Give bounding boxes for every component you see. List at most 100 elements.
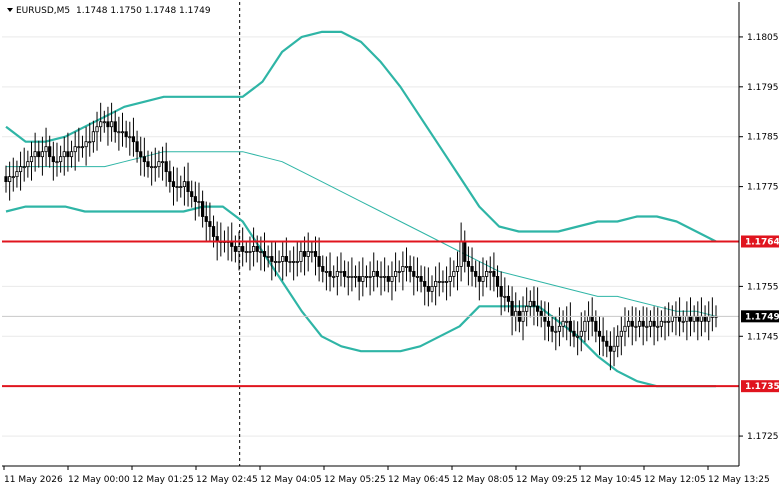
candle-body xyxy=(605,340,609,347)
x-tick-label[interactable]: 12 May 02:45 xyxy=(196,475,258,485)
candle-body xyxy=(597,330,602,337)
y-tick-label[interactable]: 1.1795 xyxy=(747,83,779,93)
candle-body xyxy=(310,251,314,253)
candle-body xyxy=(4,176,8,183)
candle-body xyxy=(623,325,627,332)
candle-body xyxy=(142,156,146,163)
candle-body xyxy=(99,121,103,128)
candle-body xyxy=(153,166,157,169)
candle-body xyxy=(630,320,634,327)
candle-body xyxy=(193,196,197,202)
candle-body xyxy=(543,315,547,322)
x-tick-label[interactable]: 12 May 00:00 xyxy=(68,475,130,485)
candle-body xyxy=(302,251,307,257)
x-tick-label[interactable]: 12 May 09:25 xyxy=(516,475,578,485)
candle-body xyxy=(266,256,270,258)
candle-body xyxy=(441,280,445,283)
candle-body xyxy=(277,261,281,263)
candle-body xyxy=(688,315,693,322)
x-tick-label[interactable]: 12 May 12:05 xyxy=(644,475,706,485)
candle-body xyxy=(321,266,325,272)
candle-body xyxy=(503,295,507,298)
candle-body xyxy=(175,186,179,189)
candle-body xyxy=(572,330,576,337)
candle-body xyxy=(66,151,70,158)
candle-body xyxy=(510,300,514,317)
candle-body xyxy=(44,146,48,153)
candle-body xyxy=(346,276,350,278)
candle-body xyxy=(171,181,176,188)
candle-body xyxy=(77,146,81,149)
y-tick-label[interactable]: 1.1755 xyxy=(747,282,779,292)
y-tick-label[interactable]: 1.1785 xyxy=(747,133,779,143)
x-tick-label[interactable]: 12 May 10:45 xyxy=(580,475,642,485)
chart-header: EURUSD,M5 1.1748 1.1750 1.1748 1.1749 xyxy=(7,6,211,16)
candle-body xyxy=(15,171,19,178)
candle-body xyxy=(703,315,707,322)
candle-body xyxy=(40,151,45,158)
candle-body xyxy=(667,320,671,323)
candle-body xyxy=(29,156,34,163)
candle-body xyxy=(444,280,449,283)
candle-body xyxy=(343,271,347,277)
horizontal-levels[interactable]: 1.1764 1.1735 1.1749 xyxy=(2,235,780,393)
candle-body xyxy=(106,121,110,128)
candle-body xyxy=(233,246,237,252)
candle-body xyxy=(670,315,674,322)
candle-body xyxy=(656,325,660,328)
candle-body xyxy=(423,280,427,287)
current-price-label: 1.1749 xyxy=(745,312,780,322)
candle-body xyxy=(339,271,343,273)
candle-body xyxy=(546,320,551,327)
candle-body xyxy=(80,146,85,149)
x-tick-label[interactable]: 12 May 06:45 xyxy=(388,475,450,485)
candle-body xyxy=(273,261,278,263)
candle-body xyxy=(685,315,689,322)
candle-body xyxy=(117,131,121,134)
candle-body xyxy=(22,166,26,169)
x-tick-label[interactable]: 12 May 04:05 xyxy=(260,475,322,485)
x-tick-label[interactable]: 12 May 13:25 xyxy=(708,475,770,485)
y-tick-label[interactable]: 1.1775 xyxy=(747,183,779,193)
candle-body xyxy=(681,320,685,323)
y-tick-label[interactable]: 1.1745 xyxy=(747,332,779,342)
candle-body xyxy=(73,146,77,153)
candle-body xyxy=(707,315,711,322)
candle-body xyxy=(179,186,183,189)
y-tick-label[interactable]: 1.1725 xyxy=(747,432,779,442)
candle-body xyxy=(26,161,30,168)
y-tick-label[interactable]: 1.1805 xyxy=(747,33,779,43)
x-tick-label[interactable]: 12 May 08:05 xyxy=(452,475,514,485)
candle-body xyxy=(390,276,394,282)
candle-body xyxy=(470,266,474,272)
candle-body xyxy=(459,241,463,267)
candle-body xyxy=(634,325,638,328)
candle-body xyxy=(241,246,245,252)
time-scale[interactable]: 11 May 2026 12 May 00:00 12 May 01:25 12 Ma… xyxy=(3,466,770,485)
candle-body xyxy=(135,141,139,153)
candle-body xyxy=(69,151,74,158)
candle-body xyxy=(637,320,642,327)
candle-body xyxy=(539,310,543,317)
candle-body xyxy=(281,256,285,262)
x-tick-label[interactable]: 12 May 01:25 xyxy=(132,475,194,485)
candle-body xyxy=(477,276,481,282)
axes xyxy=(2,2,740,467)
candle-body xyxy=(37,151,41,158)
candle-body xyxy=(357,276,361,282)
candle-body xyxy=(186,181,190,192)
level-price-tag xyxy=(741,235,779,248)
candle-body xyxy=(292,261,296,263)
candle-body xyxy=(102,121,106,124)
candle-body xyxy=(594,320,598,332)
collapse-triangle-icon[interactable] xyxy=(7,8,13,12)
x-tick-label[interactable]: 11 May 2026 xyxy=(4,475,63,485)
candle-body xyxy=(353,276,358,278)
x-tick-label[interactable]: 12 May 05:25 xyxy=(324,475,386,485)
candle-body xyxy=(601,335,605,342)
price-scale[interactable]: 1.1805 1.1795 1.1785 1.1775 1.1755 1.1745 1.17… xyxy=(739,33,779,442)
candle-body xyxy=(379,276,383,278)
candle-body xyxy=(91,131,95,143)
